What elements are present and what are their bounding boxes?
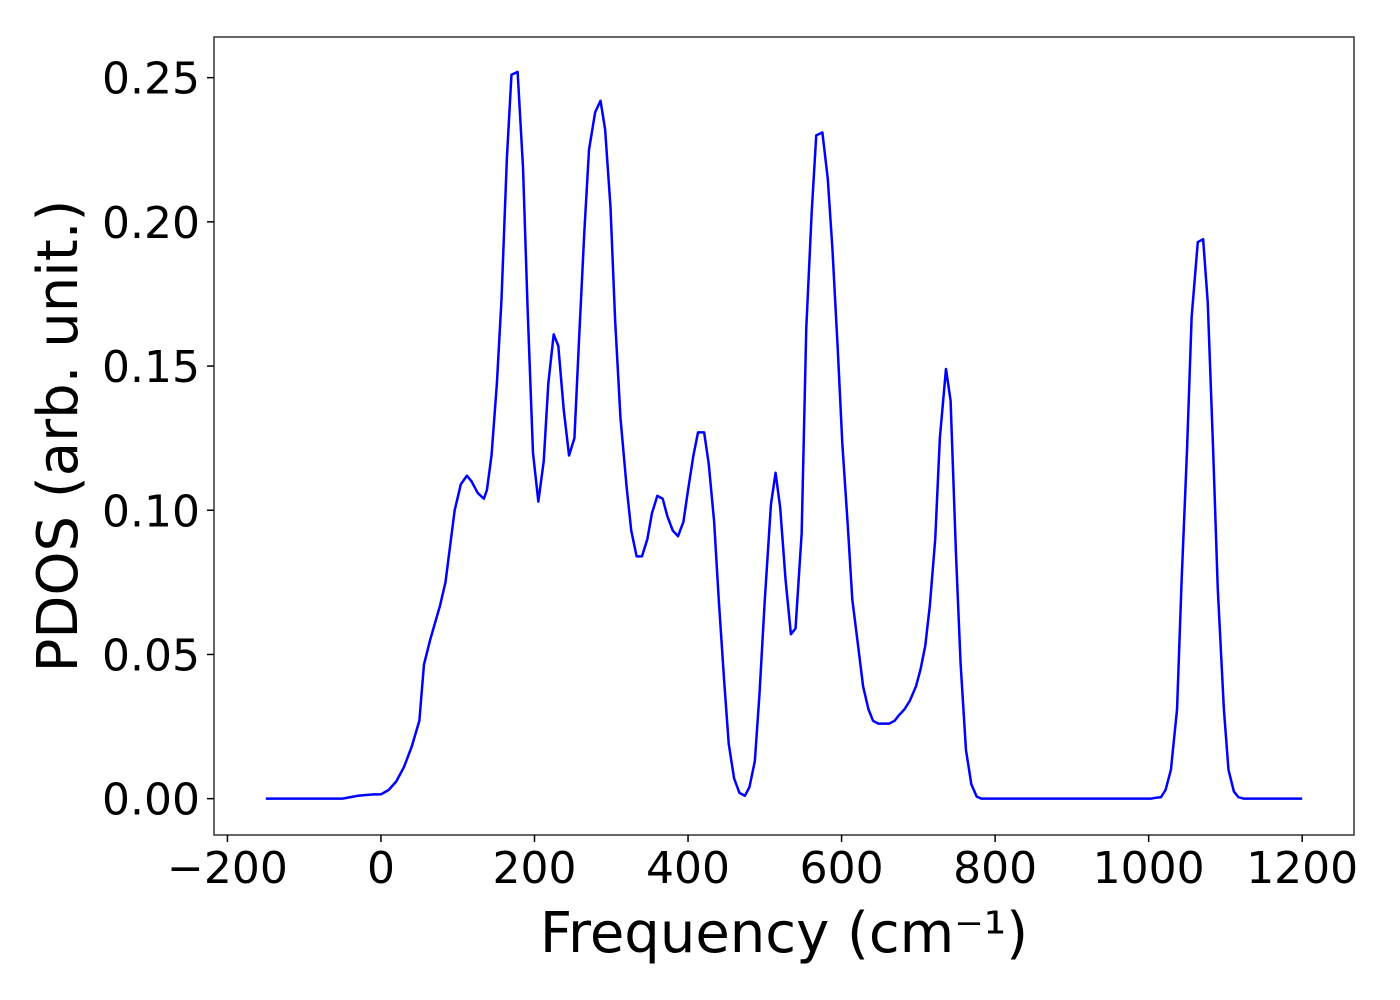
y-tick-label: 0.20 — [102, 198, 200, 249]
y-tick-label: 0.00 — [102, 775, 200, 826]
x-tick-label: 200 — [493, 843, 577, 894]
x-tick-label: 0 — [367, 843, 395, 894]
x-axis-label: Frequency (cm⁻¹) — [540, 901, 1028, 966]
x-tick-label: −200 — [167, 843, 288, 894]
y-axis-label: PDOS (arb. unit.) — [26, 200, 91, 673]
y-tick-label: 0.25 — [102, 54, 200, 105]
data-line — [265, 70, 1303, 800]
y-tick-label: 0.10 — [102, 486, 200, 537]
x-tick-label: 400 — [646, 843, 730, 894]
x-tick-label: 800 — [953, 843, 1037, 894]
y-tick-label: 0.05 — [102, 630, 200, 681]
x-tick-label: 1000 — [1093, 843, 1205, 894]
plot-frame — [213, 36, 1355, 836]
y-tick-label: 0.15 — [102, 342, 200, 393]
x-tick-label: 600 — [800, 843, 884, 894]
x-tick-label: 1200 — [1246, 843, 1358, 894]
